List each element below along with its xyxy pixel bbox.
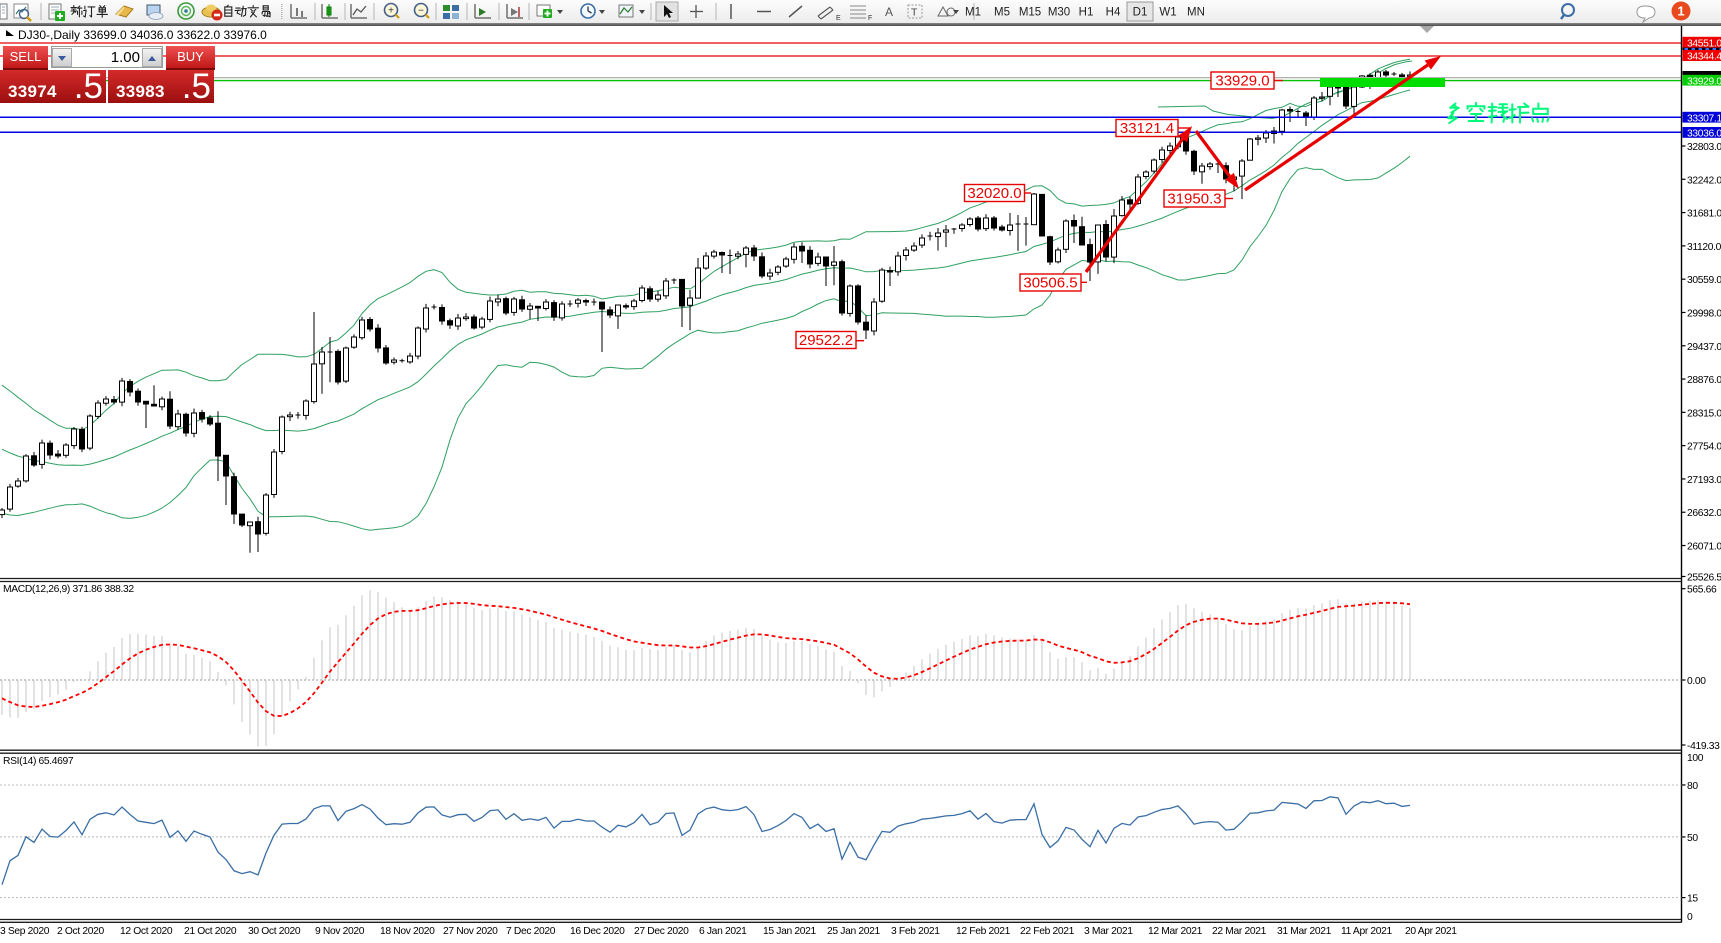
svg-text:F: F bbox=[868, 15, 872, 22]
svg-text:E: E bbox=[836, 15, 841, 22]
svg-text:16 Dec 2020: 16 Dec 2020 bbox=[570, 926, 625, 937]
svg-text:28876.0: 28876.0 bbox=[1687, 375, 1721, 386]
svg-text:M15: M15 bbox=[1019, 7, 1041, 19]
svg-text:22 Mar 2021: 22 Mar 2021 bbox=[1212, 926, 1267, 937]
svg-text:W1: W1 bbox=[1159, 7, 1176, 19]
svg-text:31950.3: 31950.3 bbox=[1167, 191, 1221, 208]
svg-text:12 Feb 2021: 12 Feb 2021 bbox=[956, 926, 1011, 937]
svg-text:−: − bbox=[418, 6, 424, 17]
svg-text:100: 100 bbox=[1687, 753, 1704, 764]
svg-text:3 Feb 2021: 3 Feb 2021 bbox=[891, 926, 940, 937]
svg-text:29998.0: 29998.0 bbox=[1687, 308, 1721, 319]
svg-text:30506.5: 30506.5 bbox=[1023, 275, 1077, 292]
svg-text:50: 50 bbox=[1687, 833, 1698, 844]
svg-text:H4: H4 bbox=[1106, 7, 1121, 19]
svg-text:25 Jan 2021: 25 Jan 2021 bbox=[827, 926, 880, 937]
svg-text:25526.5: 25526.5 bbox=[1687, 573, 1721, 584]
svg-text:2 Oct 2020: 2 Oct 2020 bbox=[57, 926, 104, 937]
svg-text:30 Oct 2020: 30 Oct 2020 bbox=[248, 926, 301, 937]
svg-text:33036.0: 33036.0 bbox=[1687, 129, 1721, 140]
svg-text:30559.0: 30559.0 bbox=[1687, 275, 1721, 286]
svg-text:31681.0: 31681.0 bbox=[1687, 209, 1721, 220]
svg-text:11 Apr 2021: 11 Apr 2021 bbox=[1341, 926, 1393, 937]
svg-text:A: A bbox=[885, 5, 893, 19]
svg-text:6 Jan 2021: 6 Jan 2021 bbox=[699, 926, 747, 937]
svg-text:15 Jan 2021: 15 Jan 2021 bbox=[763, 926, 816, 937]
svg-text:18 Nov 2020: 18 Nov 2020 bbox=[380, 926, 435, 937]
svg-text:27754.0: 27754.0 bbox=[1687, 442, 1721, 453]
svg-text:34344.4: 34344.4 bbox=[1687, 52, 1721, 63]
svg-text:34551.0: 34551.0 bbox=[1687, 38, 1721, 49]
svg-text:22 Feb 2021: 22 Feb 2021 bbox=[1020, 926, 1075, 937]
svg-text:MN: MN bbox=[1187, 7, 1205, 19]
svg-text:33929.0: 33929.0 bbox=[1687, 76, 1721, 87]
svg-text:3 Sep 2020: 3 Sep 2020 bbox=[0, 926, 50, 937]
svg-text:20 Apr 2021: 20 Apr 2021 bbox=[1405, 926, 1457, 937]
svg-text:3 Mar 2021: 3 Mar 2021 bbox=[1084, 926, 1133, 937]
svg-text:-419.33: -419.33 bbox=[1687, 741, 1720, 752]
svg-text:26071.0: 26071.0 bbox=[1687, 542, 1721, 553]
svg-text:29522.2: 29522.2 bbox=[799, 332, 853, 349]
svg-text:T: T bbox=[911, 7, 918, 19]
svg-text:32803.0: 32803.0 bbox=[1687, 142, 1721, 153]
svg-text:DJ30-,Daily 33699.0 34036.0 3: DJ30-,Daily 33699.0 34036.0 33622.0 3397… bbox=[18, 28, 267, 42]
svg-text:80: 80 bbox=[1687, 781, 1698, 792]
svg-text:33307.1: 33307.1 bbox=[1687, 113, 1721, 124]
svg-text:15: 15 bbox=[1687, 894, 1698, 905]
svg-text:0.00: 0.00 bbox=[1687, 676, 1706, 687]
svg-text:7 Dec 2020: 7 Dec 2020 bbox=[506, 926, 556, 937]
svg-text:31 Mar 2021: 31 Mar 2021 bbox=[1277, 926, 1332, 937]
svg-text:27193.0: 27193.0 bbox=[1687, 475, 1721, 486]
svg-text:32020.0: 32020.0 bbox=[967, 185, 1021, 202]
svg-text:MACD(12,26,9) 371.86 388.32: MACD(12,26,9) 371.86 388.32 bbox=[3, 584, 134, 595]
svg-text:32242.0: 32242.0 bbox=[1687, 175, 1721, 186]
svg-text:27 Dec 2020: 27 Dec 2020 bbox=[634, 926, 689, 937]
svg-text:M30: M30 bbox=[1048, 7, 1070, 19]
svg-text:RSI(14) 65.4697: RSI(14) 65.4697 bbox=[3, 756, 74, 767]
svg-text:28315.0: 28315.0 bbox=[1687, 408, 1721, 419]
svg-text:H1: H1 bbox=[1079, 7, 1094, 19]
svg-text:565.66: 565.66 bbox=[1687, 585, 1717, 596]
svg-text:0: 0 bbox=[1687, 912, 1693, 923]
svg-text:33929.0: 33929.0 bbox=[1215, 73, 1269, 90]
svg-text:21 Oct 2020: 21 Oct 2020 bbox=[184, 926, 237, 937]
svg-text:27 Nov 2020: 27 Nov 2020 bbox=[443, 926, 498, 937]
svg-text:9 Nov 2020: 9 Nov 2020 bbox=[315, 926, 365, 937]
svg-text:1: 1 bbox=[1677, 4, 1684, 19]
svg-text:+: + bbox=[388, 6, 394, 17]
svg-text:M1: M1 bbox=[965, 7, 981, 19]
svg-text:29437.0: 29437.0 bbox=[1687, 342, 1721, 353]
svg-text:12 Mar 2021: 12 Mar 2021 bbox=[1148, 926, 1203, 937]
svg-text:31120.0: 31120.0 bbox=[1687, 242, 1721, 253]
svg-text:12 Oct 2020: 12 Oct 2020 bbox=[120, 926, 173, 937]
svg-text:D1: D1 bbox=[1133, 7, 1148, 19]
svg-text:33121.4: 33121.4 bbox=[1120, 120, 1174, 137]
svg-text:M5: M5 bbox=[994, 7, 1010, 19]
svg-text:26632.0: 26632.0 bbox=[1687, 508, 1721, 519]
